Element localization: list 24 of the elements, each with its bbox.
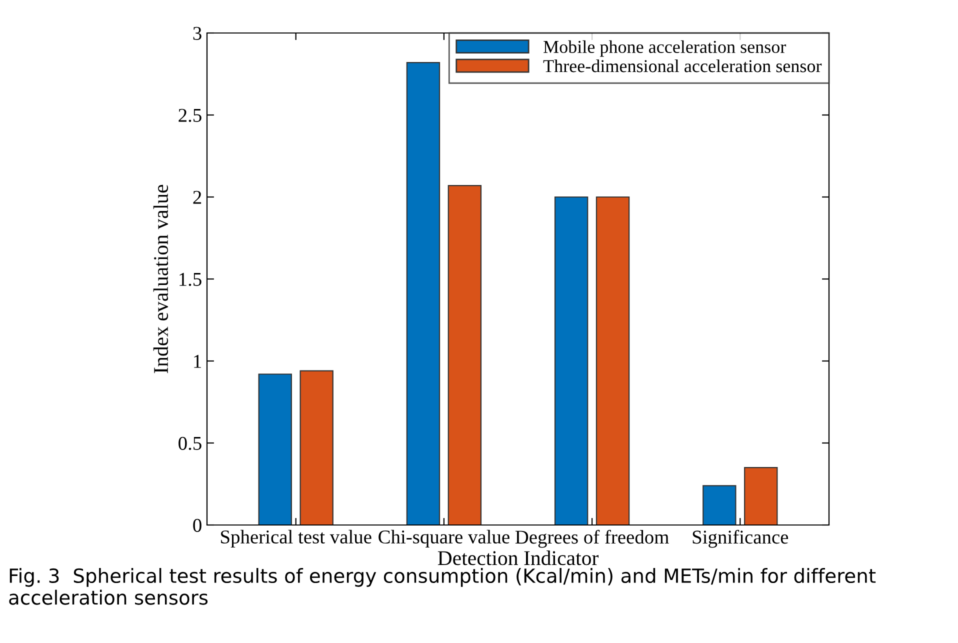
x-axis-title: Detection Indicator — [438, 550, 599, 566]
x-tick-label: Chi-square value — [378, 530, 510, 548]
y-tick-label: 2 — [193, 190, 202, 204]
y-tick-label: 0 — [193, 518, 202, 532]
x-tick-label: Degrees of freedom — [515, 530, 669, 548]
caption: Fig. 3 Spherical test results of energy consumption (Kcal/min) and METs/min for different acceleration sensors — [9, 568, 876, 605]
x-tick-label: Significance — [692, 530, 788, 548]
x-tick-label: Spherical test value — [221, 530, 372, 548]
bar — [596, 196, 630, 525]
bar — [554, 196, 588, 525]
legend-label: Three-dimensional acceleration sensor — [543, 60, 822, 72]
y-tick-label: 0.5 — [178, 436, 202, 450]
y-tick-label: 3 — [193, 26, 202, 40]
y-tick-label: 2.5 — [178, 108, 202, 122]
y-tick-label: 1.5 — [180, 272, 202, 286]
bar — [406, 62, 440, 525]
bar — [300, 370, 334, 525]
bar — [258, 374, 292, 525]
y-axis-title: Index evaluation value — [153, 184, 168, 374]
legend-label: Mobile phone acceleration sensor — [544, 40, 786, 57]
bar — [702, 485, 736, 525]
bar — [448, 184, 482, 525]
y-tick-label: 1 — [194, 354, 201, 368]
bar — [744, 467, 778, 525]
